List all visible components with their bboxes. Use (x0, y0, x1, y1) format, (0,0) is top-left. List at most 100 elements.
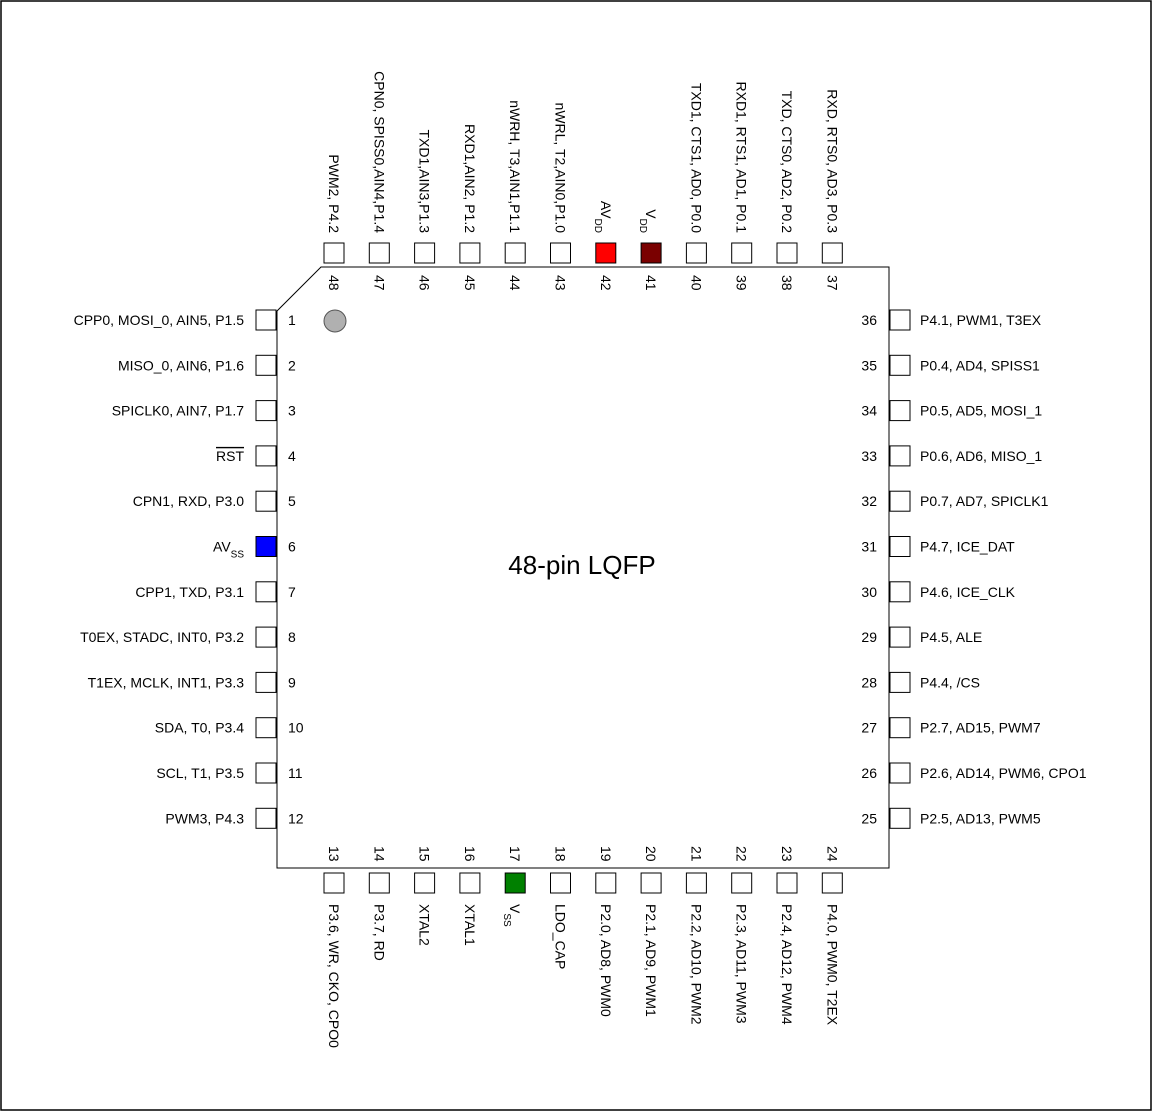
pin-38-number: 38 (779, 275, 795, 291)
pin-47-pad (368, 242, 390, 264)
pin-47-number: 47 (371, 275, 387, 291)
pin-40-pad (685, 242, 707, 264)
pin-14-pad (368, 872, 390, 894)
pin-29-number: 29 (861, 629, 877, 645)
pin-31-pad (889, 536, 911, 557)
pin-6-number: 6 (288, 539, 296, 555)
pin-4-pad (255, 445, 277, 467)
pin-35-pad (889, 354, 911, 376)
chip-title: 48-pin LQFP (508, 550, 655, 580)
pin-42-number: 42 (598, 275, 614, 291)
pin-37-label: RXD, RTS0, AD3, P0.3 (824, 89, 840, 233)
pin-21-number: 21 (688, 846, 704, 862)
pin-14-label: P3.7, RD (371, 904, 387, 961)
pin-36-label: P4.1, PWM1, T3EX (920, 312, 1042, 328)
pin-27-label: P2.7, AD15, PWM7 (920, 720, 1041, 736)
pin-33-pad (889, 445, 911, 467)
pin-26-pad (889, 762, 911, 784)
pin-12-pad (255, 807, 277, 829)
pin-37-pad (821, 242, 843, 264)
pin-30-label: P4.6, ICE_CLK (920, 584, 1016, 600)
pin-24-label: P4.0, PWM0, T2EX (824, 904, 840, 1026)
pin-8-pad (255, 626, 277, 648)
pin-10-pad (255, 717, 277, 739)
pin-42-label: AVDD (592, 201, 614, 233)
pin-15-label: XTAL2 (417, 904, 433, 946)
pin-25-number: 25 (861, 810, 877, 826)
label-subscript: SS (231, 549, 245, 560)
pin-39-label: RXD1, RTS1, AD1, P0.1 (734, 82, 750, 234)
pin-35-label: P0.4, AD4, SPISS1 (920, 357, 1040, 373)
pin-23-pad (776, 872, 798, 894)
pin-13-label: P3.6, WR, CKO, CPO0 (326, 904, 342, 1048)
pin-17-pad (504, 872, 526, 894)
pin-16-pad (459, 872, 481, 894)
pin-19-label: P2.0, AD8, PWM0 (598, 904, 614, 1017)
pin-16-number: 16 (462, 846, 478, 862)
pin-8-number: 8 (288, 629, 296, 645)
pin-7-number: 7 (288, 584, 296, 600)
pin-39-number: 39 (734, 275, 750, 291)
pin-21-pad (685, 872, 707, 894)
label-subscript: SS (502, 913, 513, 927)
pin-17-label: VSS (502, 904, 524, 927)
pin-46-pad (414, 242, 436, 264)
pin-44-pad (504, 242, 526, 264)
pin-43-number: 43 (553, 275, 569, 291)
pin-26-label: P2.6, AD14, PWM6, CPO1 (920, 765, 1087, 781)
pin-45-number: 45 (462, 275, 478, 291)
pin1-indicator-dot (323, 309, 347, 333)
pin-41-label: VDD (638, 209, 660, 233)
pin-45-label: RXD1,AIN2, P1.2 (462, 124, 478, 233)
pin-28-label: P4.4, /CS (920, 674, 980, 690)
pin-28-pad (889, 671, 911, 693)
pin-3-label: SPICLK0, AIN7, P1.7 (112, 403, 245, 419)
pin-22-pad (731, 872, 753, 894)
pin-2-pad (255, 354, 277, 376)
pin-9-number: 9 (288, 674, 296, 690)
pin-30-pad (889, 581, 911, 603)
pin-9-label: T1EX, MCLK, INT1, P3.3 (88, 674, 245, 690)
pin-39-pad (731, 242, 753, 264)
pin-25-pad (889, 807, 911, 829)
pin-1-number: 1 (288, 312, 296, 328)
pin-3-number: 3 (288, 403, 296, 419)
pin-41-number: 41 (643, 275, 659, 291)
pin-44-label: nWRH, T3,AIN1,P1.1 (507, 100, 523, 233)
pin-48-label: PWM2, P4.2 (326, 154, 342, 233)
pin-28-number: 28 (861, 674, 877, 690)
pin-20-pad (640, 872, 662, 894)
pin-4-label: RST (216, 448, 244, 464)
pin-1-pad (255, 309, 277, 331)
pin-12-number: 12 (288, 810, 304, 826)
pin-35-number: 35 (861, 357, 877, 373)
pin-43-label: nWRL, T2,AIN0,P1.0 (553, 103, 569, 234)
pin-45-pad (459, 242, 481, 264)
pin-15-pad (414, 872, 436, 894)
pin-47-label: CPN0, SPISS0,AIN4,P1.4 (371, 71, 387, 233)
pin-13-pad (323, 872, 345, 894)
pin-44-number: 44 (507, 275, 523, 291)
pin-8-label: T0EX, STADC, INT0, P3.2 (80, 629, 244, 645)
pin-26-number: 26 (861, 765, 877, 781)
pin-30-number: 30 (861, 584, 877, 600)
pin-46-number: 46 (417, 275, 433, 291)
pin-17-number: 17 (507, 846, 523, 862)
label-main: AV (213, 539, 231, 555)
pin-31-number: 31 (861, 539, 877, 555)
pin-23-number: 23 (779, 846, 795, 862)
pin-5-pad (255, 490, 277, 512)
pin-37-number: 37 (824, 275, 840, 291)
pin-19-pad (595, 872, 617, 894)
pin-5-number: 5 (288, 493, 296, 509)
pin-10-label: SDA, T0, P3.4 (155, 720, 244, 736)
pin-23-label: P2.4, AD12, PWM4 (779, 904, 795, 1025)
pin-34-pad (889, 400, 911, 422)
pin-19-number: 19 (598, 846, 614, 862)
pin-32-label: P0.7, AD7, SPICLK1 (920, 493, 1049, 509)
pin-21-label: P2.2, AD10, PWM2 (688, 904, 704, 1025)
pin-6-pad (255, 536, 277, 557)
pin-6-label: AVSS (213, 539, 244, 561)
pin-42-pad (595, 242, 617, 264)
chip-body (276, 266, 890, 869)
